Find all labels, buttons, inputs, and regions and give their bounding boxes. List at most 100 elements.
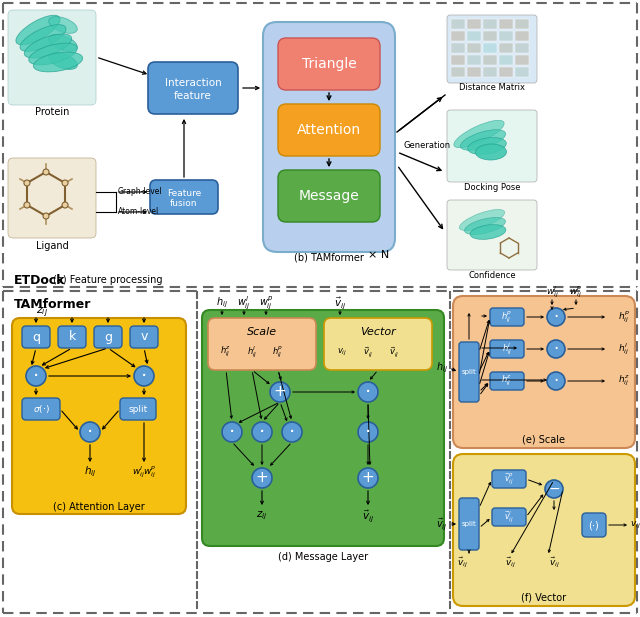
Bar — [451, 31, 465, 41]
Text: $h^l_{ij}$: $h^l_{ij}$ — [618, 341, 630, 357]
Text: ·: · — [87, 423, 93, 442]
Text: Graph-level: Graph-level — [118, 188, 163, 196]
Ellipse shape — [24, 34, 72, 58]
FancyBboxPatch shape — [492, 508, 526, 526]
Text: +: + — [362, 471, 374, 486]
Text: $\vec{v}^l_{ij}$: $\vec{v}^l_{ij}$ — [504, 509, 514, 524]
Text: q: q — [32, 331, 40, 344]
Bar — [451, 55, 465, 65]
Bar — [515, 67, 529, 77]
FancyBboxPatch shape — [459, 498, 479, 550]
Text: (c) Attention Layer: (c) Attention Layer — [53, 502, 145, 512]
FancyBboxPatch shape — [324, 318, 432, 370]
Text: (d) Message Layer: (d) Message Layer — [278, 552, 368, 562]
Ellipse shape — [49, 52, 77, 69]
Bar — [483, 31, 497, 41]
Text: $\vec{v}_{ij}$: $\vec{v}_{ij}$ — [436, 516, 448, 532]
Circle shape — [547, 308, 565, 326]
Text: $h^z_{ij}$: $h^z_{ij}$ — [220, 345, 232, 359]
Text: $w^l_{ij}$: $w^l_{ij}$ — [545, 284, 559, 300]
Text: (f) Vector: (f) Vector — [522, 593, 566, 603]
Text: $h^p_{ij}$: $h^p_{ij}$ — [272, 344, 284, 360]
FancyBboxPatch shape — [263, 22, 395, 252]
Text: ·: · — [289, 423, 295, 442]
Ellipse shape — [33, 52, 83, 72]
FancyBboxPatch shape — [94, 326, 122, 348]
FancyBboxPatch shape — [150, 180, 218, 214]
FancyBboxPatch shape — [22, 326, 50, 348]
FancyBboxPatch shape — [447, 200, 537, 270]
Text: $\vec{v}_{ij}$: $\vec{v}_{ij}$ — [334, 295, 346, 311]
Text: $h^z_{ij}$: $h^z_{ij}$ — [618, 374, 630, 388]
FancyBboxPatch shape — [208, 318, 316, 370]
Text: (b) TAMformer: (b) TAMformer — [294, 253, 364, 263]
Text: Confidence: Confidence — [468, 271, 516, 281]
FancyBboxPatch shape — [490, 340, 524, 358]
Text: $w^l_{ij}w^p_{ij}$: $w^l_{ij}w^p_{ij}$ — [132, 464, 156, 480]
Text: $v_{ij}$: $v_{ij}$ — [630, 520, 640, 531]
Text: Distance Matrix: Distance Matrix — [459, 83, 525, 93]
Circle shape — [222, 422, 242, 442]
Text: ·: · — [554, 372, 559, 390]
Text: split: split — [461, 369, 476, 375]
Text: Message: Message — [299, 189, 360, 203]
FancyBboxPatch shape — [148, 62, 238, 114]
Circle shape — [252, 468, 272, 488]
Circle shape — [547, 372, 565, 390]
Bar — [467, 31, 481, 41]
Text: Protein: Protein — [35, 107, 69, 117]
FancyBboxPatch shape — [130, 326, 158, 348]
Text: Generation: Generation — [403, 141, 451, 149]
Circle shape — [43, 169, 49, 175]
Text: Atom-level: Atom-level — [118, 207, 159, 217]
Text: split: split — [461, 521, 476, 527]
Circle shape — [24, 180, 30, 186]
Ellipse shape — [465, 218, 506, 234]
FancyBboxPatch shape — [278, 38, 380, 90]
FancyBboxPatch shape — [58, 326, 86, 348]
Text: (a) Feature processing: (a) Feature processing — [53, 275, 163, 285]
Bar — [483, 43, 497, 53]
Text: Attention: Attention — [297, 123, 361, 137]
Bar — [499, 19, 513, 29]
Circle shape — [24, 202, 30, 208]
Text: g: g — [104, 331, 112, 344]
Bar — [499, 67, 513, 77]
Circle shape — [547, 340, 565, 358]
Ellipse shape — [454, 120, 504, 147]
Circle shape — [26, 366, 46, 386]
Text: $(\cdot)$: $(\cdot)$ — [588, 518, 600, 531]
Circle shape — [358, 382, 378, 402]
Bar — [451, 43, 465, 53]
Text: $w^l_{ij}$: $w^l_{ij}$ — [237, 294, 251, 312]
Text: Ligand: Ligand — [36, 241, 68, 251]
Bar — [499, 43, 513, 53]
Text: ·: · — [33, 366, 39, 386]
Text: $h_{ij}$: $h_{ij}$ — [216, 296, 228, 310]
Ellipse shape — [460, 210, 505, 231]
FancyBboxPatch shape — [22, 398, 60, 420]
Text: $h_{ij}$: $h_{ij}$ — [84, 465, 96, 479]
Text: fusion: fusion — [170, 199, 198, 209]
Text: ·: · — [365, 383, 371, 402]
Circle shape — [252, 422, 272, 442]
Ellipse shape — [29, 43, 77, 65]
Bar — [515, 19, 529, 29]
Circle shape — [80, 422, 100, 442]
Text: $\vec{v}_{ij}$: $\vec{v}_{ij}$ — [389, 345, 399, 359]
Circle shape — [62, 202, 68, 208]
FancyBboxPatch shape — [490, 372, 524, 390]
Text: $w^p_{ij}$: $w^p_{ij}$ — [259, 294, 273, 312]
Text: $v_{ij}$: $v_{ij}$ — [337, 347, 347, 357]
Text: $h^p_{ij}$: $h^p_{ij}$ — [501, 309, 513, 325]
Circle shape — [270, 382, 290, 402]
Bar — [451, 67, 465, 77]
FancyBboxPatch shape — [8, 158, 96, 238]
FancyBboxPatch shape — [120, 398, 156, 420]
Text: ·: · — [554, 340, 559, 358]
Ellipse shape — [476, 144, 506, 160]
Text: +: + — [255, 471, 268, 486]
Circle shape — [134, 366, 154, 386]
Text: Interaction: Interaction — [164, 78, 221, 88]
FancyBboxPatch shape — [453, 296, 635, 448]
